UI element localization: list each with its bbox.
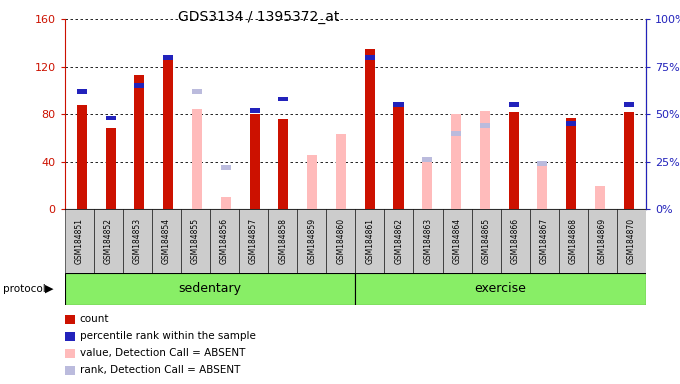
Bar (451, 114, 461, 209)
Bar (422, 157, 432, 162)
Bar (250, 114, 260, 209)
Text: GSM184864: GSM184864 (453, 218, 462, 264)
FancyBboxPatch shape (181, 209, 210, 273)
FancyBboxPatch shape (472, 209, 500, 273)
FancyBboxPatch shape (443, 209, 472, 273)
FancyBboxPatch shape (617, 209, 646, 273)
FancyBboxPatch shape (326, 209, 355, 273)
Text: GSM184861: GSM184861 (365, 218, 374, 264)
Bar (480, 111, 490, 209)
Bar (537, 161, 547, 166)
Bar (624, 103, 634, 107)
Text: percentile rank within the sample: percentile rank within the sample (80, 331, 256, 341)
FancyBboxPatch shape (297, 209, 326, 273)
Bar (135, 75, 144, 209)
Bar (394, 103, 403, 107)
Text: GSM184867: GSM184867 (540, 218, 549, 264)
Text: value, Detection Call = ABSENT: value, Detection Call = ABSENT (80, 348, 245, 358)
FancyBboxPatch shape (122, 209, 152, 273)
Text: GSM184854: GSM184854 (162, 218, 171, 264)
Text: GSM184855: GSM184855 (191, 218, 200, 264)
Bar (307, 155, 317, 209)
FancyBboxPatch shape (588, 209, 617, 273)
FancyBboxPatch shape (210, 209, 239, 273)
Bar (480, 123, 490, 128)
Text: GSM184858: GSM184858 (278, 218, 287, 264)
Bar (509, 103, 519, 107)
Bar (135, 83, 144, 88)
Text: sedentary: sedentary (178, 283, 241, 295)
Text: GSM184862: GSM184862 (394, 218, 403, 264)
FancyBboxPatch shape (355, 209, 384, 273)
Bar (221, 165, 231, 170)
Bar (250, 108, 260, 113)
Bar (336, 134, 346, 209)
Text: GSM184851: GSM184851 (75, 218, 84, 264)
FancyBboxPatch shape (355, 273, 646, 305)
FancyBboxPatch shape (530, 209, 559, 273)
Bar (163, 55, 173, 60)
Bar (364, 49, 375, 209)
Bar (278, 119, 288, 209)
Bar (394, 107, 403, 209)
Text: GSM184856: GSM184856 (220, 218, 229, 264)
Bar (624, 112, 634, 209)
Text: GSM184860: GSM184860 (337, 218, 345, 264)
FancyBboxPatch shape (500, 209, 530, 273)
Text: rank, Detection Call = ABSENT: rank, Detection Call = ABSENT (80, 365, 240, 375)
FancyBboxPatch shape (65, 273, 355, 305)
Text: GSM184868: GSM184868 (569, 218, 578, 264)
FancyBboxPatch shape (268, 209, 297, 273)
Bar (221, 197, 231, 209)
Text: GSM184865: GSM184865 (481, 218, 490, 264)
FancyBboxPatch shape (413, 209, 443, 273)
Bar (509, 112, 519, 209)
FancyBboxPatch shape (152, 209, 181, 273)
Text: exercise: exercise (475, 283, 526, 295)
Bar (422, 157, 432, 209)
Bar (192, 89, 202, 94)
FancyBboxPatch shape (94, 209, 122, 273)
Bar (595, 185, 605, 209)
Text: count: count (80, 314, 109, 324)
Bar (566, 118, 576, 209)
Bar (77, 89, 87, 94)
Bar (537, 162, 547, 209)
FancyBboxPatch shape (384, 209, 413, 273)
Bar (364, 55, 375, 60)
Bar (192, 109, 202, 209)
Bar (278, 97, 288, 101)
Bar (105, 116, 116, 121)
Bar (451, 131, 461, 136)
Bar (163, 55, 173, 209)
FancyBboxPatch shape (239, 209, 268, 273)
Bar (77, 105, 87, 209)
Text: GSM184859: GSM184859 (307, 218, 316, 264)
Bar (105, 129, 116, 209)
Text: protocol: protocol (3, 284, 46, 294)
Bar (566, 121, 576, 126)
Text: GSM184863: GSM184863 (424, 218, 432, 264)
Text: GSM184852: GSM184852 (104, 218, 113, 264)
Text: GSM184869: GSM184869 (598, 218, 607, 264)
Text: ▶: ▶ (46, 284, 54, 294)
Text: GSM184866: GSM184866 (511, 218, 520, 264)
FancyBboxPatch shape (65, 209, 94, 273)
Text: GDS3134 / 1395372_at: GDS3134 / 1395372_at (177, 10, 339, 23)
Text: GSM184853: GSM184853 (133, 218, 141, 264)
Text: GSM184857: GSM184857 (249, 218, 258, 264)
Text: GSM184870: GSM184870 (627, 218, 636, 264)
FancyBboxPatch shape (559, 209, 588, 273)
